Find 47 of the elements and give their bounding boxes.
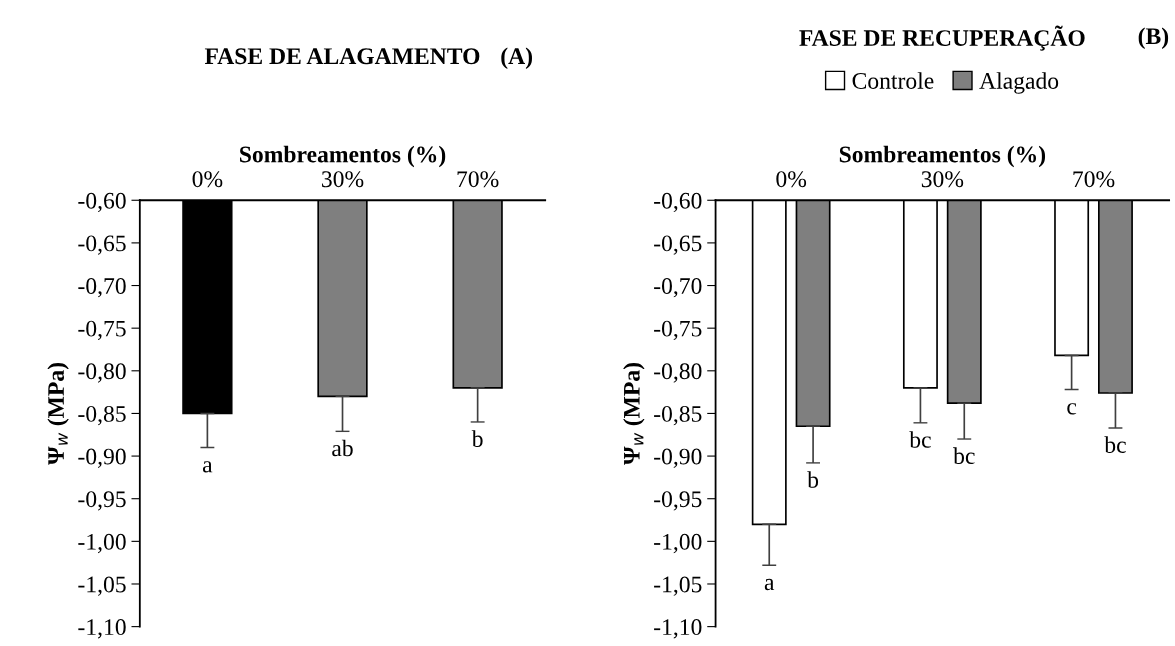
y-tick-label: -0,60 — [78, 192, 126, 213]
y-tick-label: -0,85 — [78, 405, 126, 426]
x-tick-label: 30% — [322, 171, 364, 188]
y-tick-label: -1,05 — [654, 576, 702, 596]
text: (A) — [501, 47, 532, 69]
data-label: a — [764, 578, 775, 591]
y-tick-label: -1,00 — [78, 533, 126, 554]
y-tick-label: -0,65 — [78, 235, 126, 255]
y-tick-label: -0,95 — [654, 491, 702, 511]
y-tick-label: -0,70 — [654, 278, 702, 298]
y-tick-label: -1,10 — [78, 619, 126, 639]
data-label: b — [807, 471, 819, 488]
y-tick-label: -0,90 — [78, 448, 126, 468]
data-label: a — [202, 461, 213, 473]
y-tick-label: -0,75 — [654, 320, 702, 340]
y-tick-label: -0,65 — [654, 235, 702, 255]
data-label: ab — [332, 439, 353, 457]
chart-title: FASE DE RECUPERAÇÃO — [799, 25, 1085, 51]
legend-label: Alagado — [979, 72, 1059, 94]
y-tick-label: -0,60 — [654, 192, 702, 213]
x-tick-label: 0% — [776, 171, 807, 188]
x-tick-label: 0% — [192, 171, 223, 188]
x-tick-label: 30% — [921, 171, 964, 188]
y-tick-label: -0,75 — [78, 320, 126, 340]
y-tick-label: -1,10 — [654, 619, 702, 639]
legend-label: Controle — [852, 72, 934, 89]
x-tick-label: 70% — [457, 171, 499, 188]
data-label: bc — [953, 447, 975, 464]
y-tick-label: -0,70 — [78, 278, 126, 298]
y-tick-label: -0,80 — [78, 363, 126, 383]
x-axis-title: Sombreamentos (%) — [240, 145, 446, 168]
x-axis-title: Sombreamentos (%) — [839, 145, 1046, 168]
y-tick-label: -0,85 — [654, 405, 702, 426]
data-label: b — [471, 430, 483, 447]
x-tick-label: 70% — [1073, 171, 1115, 188]
data-label: bc — [1104, 436, 1126, 453]
y-tick-label: -0,80 — [654, 363, 702, 383]
y-axis-title: Ψ$_{w}$ (MPa) — [47, 363, 69, 465]
y-tick-label: -1,00 — [654, 533, 702, 554]
y-tick-label: -1,05 — [78, 576, 126, 596]
y-tick-label: -0,90 — [654, 448, 702, 468]
text: (B) — [1138, 27, 1169, 49]
chart-title: FASE DE ALAGAMENTO — [204, 48, 480, 65]
data-label: bc — [909, 431, 931, 448]
y-axis-title: Ψ$_{w}$ (MPa) — [623, 363, 645, 465]
data-label: c — [1067, 403, 1077, 415]
y-tick-label: -0,95 — [78, 491, 126, 511]
